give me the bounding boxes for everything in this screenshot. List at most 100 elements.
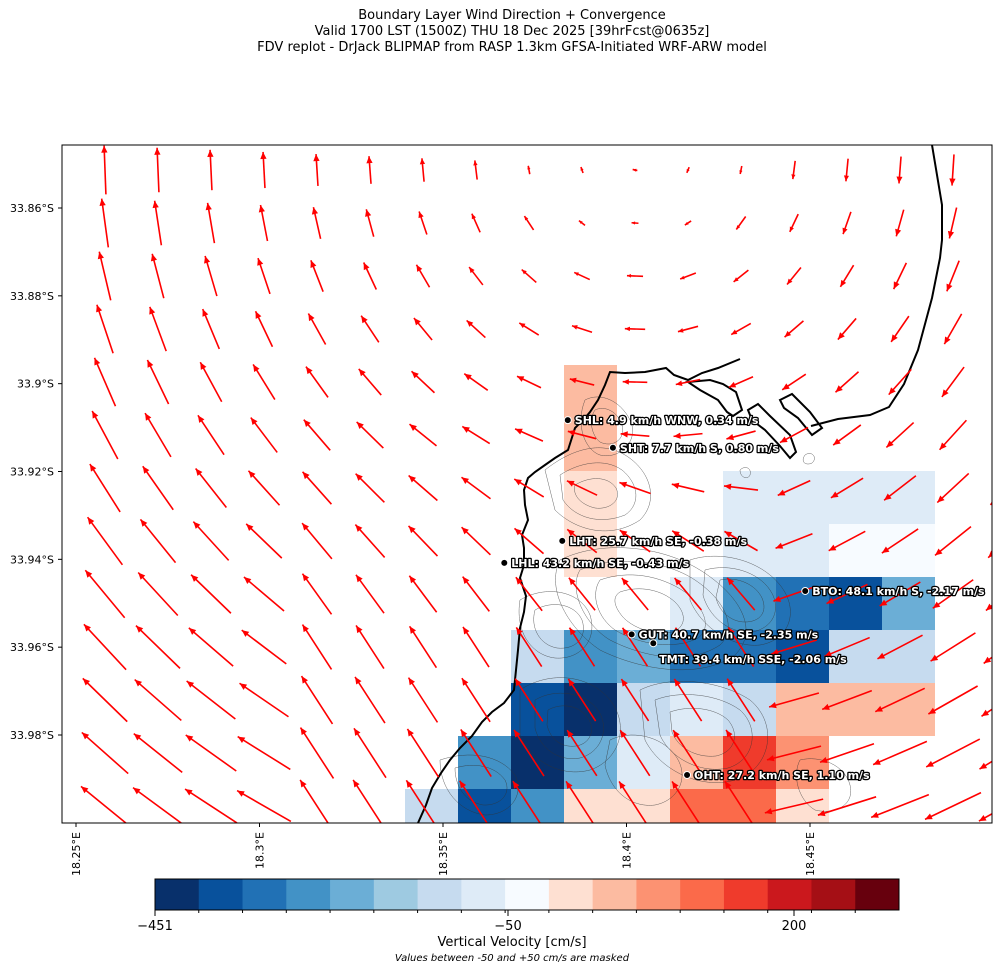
vv-cell [670, 789, 723, 823]
wind-arrow [527, 165, 531, 175]
wind-arrow [567, 678, 597, 722]
wind-arrow [405, 779, 435, 823]
wind-arrow [671, 530, 705, 552]
vv-cell [723, 471, 776, 524]
colorbar-label: Vertical Velocity [cm/s] [437, 935, 587, 950]
wind-arrow [152, 200, 163, 246]
wind-arrow [621, 627, 649, 667]
wind-arrow [515, 626, 543, 668]
colorbar-swatch [767, 879, 812, 910]
lat-tick-label: 33.98°S [10, 729, 54, 742]
station-label: SHT: 7.7 km/h S, 0.80 m/s [620, 442, 779, 455]
vv-cell [511, 683, 564, 736]
vv-cell [617, 736, 670, 789]
wind-arrow [777, 479, 811, 497]
wind-arrow [580, 166, 584, 174]
wind-arrow [91, 410, 119, 460]
wind-arrow [514, 428, 544, 442]
wind-arrow [461, 677, 491, 723]
vv-cell [829, 524, 882, 577]
colorbar-swatch [680, 879, 725, 910]
lon-tick-label: 18.45°E [804, 832, 817, 876]
colorbar: −451 −50 200 [137, 878, 900, 934]
map-title: Boundary Layer Wind Direction + Converge… [0, 8, 1001, 56]
wind-arrow [408, 575, 438, 613]
wind-arrow [250, 417, 278, 453]
wind-arrow [938, 419, 968, 451]
station-bto: BTO: 48.1 km/h S, -2.17 m/s [801, 584, 986, 599]
wind-arrow [768, 692, 820, 709]
wind-arrow [789, 213, 799, 233]
wind-arrow [413, 317, 433, 341]
wind-arrow [408, 423, 438, 447]
colorbar-swatch [198, 879, 244, 910]
wind-arrow [730, 322, 752, 336]
wind-arrow [299, 779, 329, 823]
wind-arrow [149, 306, 167, 352]
wind-arrow [358, 368, 382, 396]
title-line-2: Valid 1700 LST (1500Z) THU 18 Dec 2025 [… [314, 24, 710, 39]
vertical-velocity-cells [405, 365, 935, 823]
wind-arrow [791, 160, 796, 180]
wind-arrow [415, 264, 431, 288]
wind-arrow [514, 678, 544, 722]
wind-arrow [201, 308, 221, 350]
lon-tick-label: 18.4°E [621, 832, 634, 869]
vv-cell [723, 683, 776, 736]
wind-arrow [356, 421, 384, 449]
wind-arrow [879, 581, 921, 607]
wind-arrow [896, 156, 903, 184]
wind-arrow [142, 465, 174, 511]
wind-arrow [784, 320, 804, 338]
wind-arrow [513, 478, 545, 498]
vv-cell [617, 683, 670, 736]
wind-arrow [786, 267, 802, 285]
wind-arrow [204, 255, 218, 297]
wind-arrow [462, 626, 490, 668]
colorbar-tick-label: −50 [494, 919, 521, 934]
wind-arrow [830, 477, 864, 499]
wind-arrow [299, 727, 335, 779]
wind-arrow [885, 421, 915, 449]
wind-arrow [675, 378, 701, 387]
wind-arrow [83, 623, 127, 671]
wind-arrow [139, 518, 177, 564]
wind-arrow [471, 213, 481, 233]
wind-arrow [979, 760, 992, 770]
vv-cell [564, 630, 617, 683]
wind-arrow [460, 729, 492, 777]
wind-arrow [684, 220, 692, 226]
colorbar-swatch [548, 879, 594, 910]
lat-tick-label: 33.94°S [10, 553, 54, 566]
colorbar-swatch [592, 879, 637, 910]
colorbar-swatch [286, 879, 331, 910]
wind-arrow [101, 145, 108, 195]
wind-arrow [924, 791, 982, 821]
wind-arrow [619, 729, 651, 777]
wind-arrow [93, 357, 117, 407]
wind-arrow [842, 211, 852, 235]
wind-arrow [568, 577, 596, 611]
wind-arrow [978, 812, 992, 822]
wind-arrow [410, 370, 436, 394]
wind-arrow [764, 798, 824, 815]
wind-arrow [946, 260, 960, 292]
wind-arrow [99, 198, 110, 248]
wind-arrow [207, 149, 214, 191]
wind-arrow [301, 573, 333, 615]
wind-arrow [766, 745, 822, 762]
wind-arrow [473, 160, 478, 180]
wind-arrow [832, 424, 862, 446]
station-tmt: TMT: 39.4 km/h SSE, -2.06 m/s [649, 639, 848, 668]
vv-cell [723, 789, 776, 823]
wind-arrow [881, 528, 919, 554]
wind-arrow [817, 796, 877, 817]
wind-arrow [144, 412, 172, 458]
wind-arrow [671, 482, 705, 493]
wind-arrow [461, 425, 491, 445]
wind-arrow [523, 215, 535, 231]
wind-arrow [133, 733, 183, 773]
wind-arrow [96, 304, 114, 354]
wind-arrow [671, 780, 700, 823]
wind-arrow [252, 363, 276, 401]
